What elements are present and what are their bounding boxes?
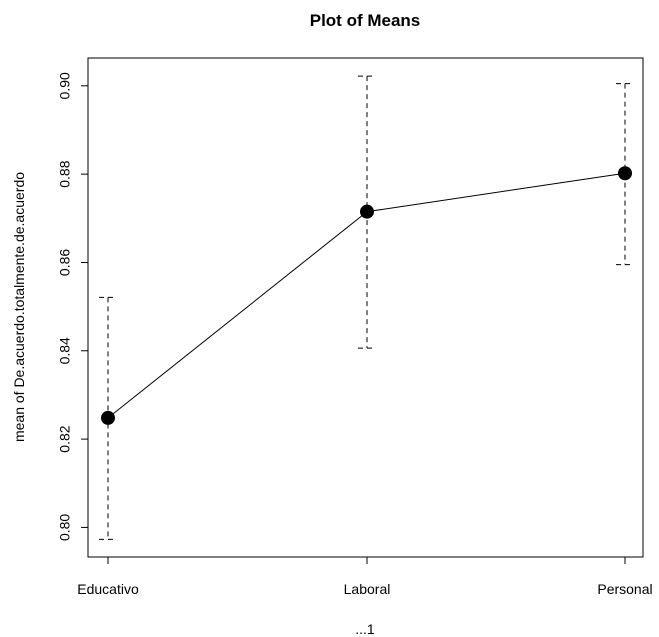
y-tick-label: 0.84 xyxy=(57,337,73,364)
x-axis-label: ...1 xyxy=(355,621,375,637)
error-bars xyxy=(99,75,634,540)
y-tick-label: 0.80 xyxy=(57,514,73,541)
y-tick-label: 0.86 xyxy=(57,249,73,276)
x-tick-label: Personal xyxy=(597,581,652,597)
mean-point xyxy=(360,204,374,219)
mean-point xyxy=(618,166,632,181)
x-tick-label: Laboral xyxy=(344,581,391,597)
x-axis: Educativo Laboral Personal xyxy=(77,557,653,597)
data-points xyxy=(101,166,632,425)
y-axis-label: mean of De.acuerdo.totalmente.de.acuerdo xyxy=(11,172,27,442)
y-axis: 0.80 0.82 0.84 0.86 0.88 0.90 xyxy=(57,72,88,541)
mean-point xyxy=(101,410,115,425)
y-tick-label: 0.88 xyxy=(57,160,73,187)
plot-frame xyxy=(87,57,644,558)
y-tick-label: 0.82 xyxy=(57,425,73,452)
y-tick-label: 0.90 xyxy=(57,72,73,99)
chart-title: Plot of Means xyxy=(310,11,421,30)
x-tick-label: Educativo xyxy=(77,581,139,597)
